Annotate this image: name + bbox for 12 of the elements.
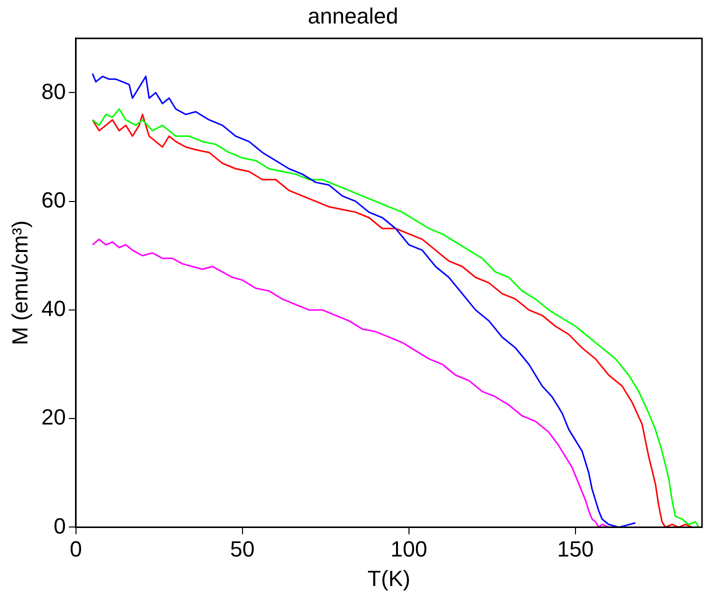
y-tick-label: 80 xyxy=(41,78,66,104)
y-tick-label: 0 xyxy=(54,513,66,538)
chart-title: annealed xyxy=(308,3,398,28)
x-tick-label: 150 xyxy=(557,536,594,562)
y-tick-label: 60 xyxy=(41,187,66,212)
x-tick-label: 50 xyxy=(230,536,255,562)
x-tick-label: 100 xyxy=(390,536,428,562)
x-axis-title: T(K) xyxy=(368,566,410,591)
y-tick-label: 40 xyxy=(41,296,66,322)
x-tick-label: 0 xyxy=(70,536,82,562)
y-tick-label: 20 xyxy=(41,404,66,430)
y-axis-title: M (emu/cm³) xyxy=(7,220,32,346)
